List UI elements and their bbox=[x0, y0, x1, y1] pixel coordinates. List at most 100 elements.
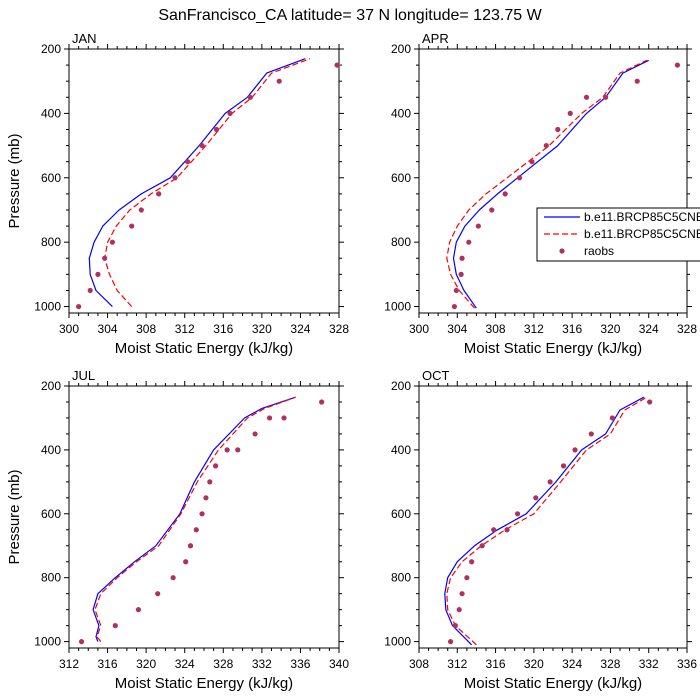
panels: 300 304 308 312 316 320 324 328 200 400 600 800 1000… bbox=[6, 31, 697, 692]
raobs-point bbox=[609, 415, 615, 421]
model-line-solid bbox=[452, 59, 649, 309]
raobs-point bbox=[479, 543, 485, 549]
raobs-point bbox=[458, 271, 464, 277]
raobs-point bbox=[112, 623, 118, 629]
x-tick-label: 316 bbox=[213, 322, 233, 336]
x-tick-label: 304 bbox=[447, 322, 467, 336]
raobs-point bbox=[170, 575, 176, 581]
raobs-point bbox=[129, 223, 135, 229]
raobs-point bbox=[172, 175, 178, 181]
y-tick-label: 400 bbox=[41, 106, 61, 120]
x-axis-label: Moist Static Energy (kJ/kg) bbox=[464, 675, 642, 692]
y-tick-label: 800 bbox=[391, 571, 411, 585]
legend-label: b.e11.BRCP85C5CNBDRD bbox=[584, 227, 700, 241]
x-tick-label: 336 bbox=[677, 657, 697, 671]
y-tick-label: 800 bbox=[391, 235, 411, 249]
raobs-point bbox=[529, 159, 535, 165]
x-tick-label: 300 bbox=[409, 322, 429, 336]
raobs-point bbox=[583, 94, 590, 100]
raobs-point bbox=[547, 479, 553, 485]
x-tick-label: 312 bbox=[59, 657, 79, 671]
raobs-point bbox=[453, 287, 459, 294]
x-tick-label: 332 bbox=[639, 657, 659, 671]
raobs-point bbox=[514, 511, 521, 517]
x-tick-label: 328 bbox=[600, 657, 620, 671]
legend: b.e11.BRCP85C5CNBDRD b.e11.BRCP85C5CNBDRD… bbox=[536, 207, 700, 262]
raobs-point bbox=[109, 239, 115, 245]
raobs-point bbox=[456, 607, 462, 613]
x-tick-label: 324 bbox=[639, 322, 659, 336]
raobs-point bbox=[464, 575, 470, 581]
panel-label: JUL bbox=[72, 368, 95, 383]
y-tick-label: 600 bbox=[391, 171, 411, 185]
raobs-point bbox=[459, 591, 465, 597]
raobs-point bbox=[475, 223, 481, 229]
raobs-point bbox=[276, 78, 282, 84]
x-tick-label: 316 bbox=[562, 322, 582, 336]
raobs-point bbox=[199, 142, 205, 149]
x-tick-label: 336 bbox=[290, 657, 310, 671]
raobs-point bbox=[247, 94, 253, 100]
x-tick-label: 316 bbox=[486, 657, 506, 671]
y-tick-label: 400 bbox=[391, 106, 411, 120]
panel-oct: 308 312 316 320 324 328 332 336 200 400 600 800 1000… bbox=[384, 368, 697, 692]
raobs-point bbox=[183, 559, 189, 565]
x-tick-label: 320 bbox=[524, 657, 544, 671]
raobs-point bbox=[138, 207, 144, 213]
model-line-dashed bbox=[104, 58, 311, 308]
model-line-dashed bbox=[446, 59, 648, 309]
x-tick-label: 308 bbox=[486, 322, 506, 336]
raobs-point bbox=[102, 255, 108, 261]
y-axis-label: Pressure (mb) bbox=[6, 133, 23, 228]
y-tick-label: 1000 bbox=[34, 635, 61, 649]
raobs-point bbox=[203, 495, 209, 501]
raobs-point bbox=[452, 623, 458, 629]
raobs-point bbox=[156, 191, 162, 197]
raobs-point bbox=[588, 431, 594, 437]
panel-apr: 300 304 308 312 316 320 324 328 200 400 600 800 1000… bbox=[384, 31, 697, 357]
raobs-point bbox=[469, 559, 475, 565]
x-tick-label: 332 bbox=[252, 657, 272, 671]
raobs-point bbox=[459, 255, 465, 261]
raobs-point bbox=[155, 591, 161, 597]
raobs-point bbox=[466, 239, 472, 245]
raobs-point bbox=[491, 527, 497, 533]
x-tick-label: 340 bbox=[329, 657, 349, 671]
model-line-solid bbox=[88, 58, 306, 308]
raobs-point bbox=[634, 78, 640, 84]
raobs-point bbox=[555, 126, 561, 133]
raobs-point bbox=[193, 527, 199, 533]
y-tick-label: 800 bbox=[41, 571, 61, 585]
raobs-point bbox=[533, 495, 539, 501]
raobs-point bbox=[207, 479, 213, 485]
raobs-point bbox=[674, 62, 681, 68]
x-tick-label: 328 bbox=[213, 657, 233, 671]
x-tick-label: 312 bbox=[447, 657, 467, 671]
raobs-point bbox=[489, 207, 495, 213]
model-line-solid bbox=[444, 396, 645, 646]
raobs-point bbox=[504, 527, 510, 533]
x-tick-label: 316 bbox=[98, 657, 118, 671]
raobs-point bbox=[647, 399, 653, 405]
x-tick-label: 320 bbox=[136, 657, 156, 671]
y-tick-label: 200 bbox=[41, 42, 61, 56]
raobs-point bbox=[199, 511, 205, 517]
panel-label: OCT bbox=[422, 368, 450, 383]
x-tick-label: 320 bbox=[252, 322, 272, 336]
panel-jul: 312 316 320 324 328 332 336 340 200 400 600 800 1000… bbox=[6, 368, 349, 692]
model-line-dashed bbox=[446, 396, 648, 646]
raobs-point bbox=[451, 303, 458, 310]
raobs-point bbox=[95, 271, 101, 277]
y-tick-label: 400 bbox=[391, 443, 411, 457]
x-tick-label: 312 bbox=[175, 322, 195, 336]
raobs-point bbox=[235, 447, 241, 453]
raobs-point bbox=[135, 607, 142, 613]
raobs-point bbox=[447, 639, 454, 645]
x-tick-label: 304 bbox=[98, 322, 118, 336]
x-tick-label: 324 bbox=[562, 657, 582, 671]
x-axis-label: Moist Static Energy (kJ/kg) bbox=[115, 675, 293, 692]
raobs-point bbox=[87, 287, 93, 294]
x-tick-label: 324 bbox=[290, 322, 310, 336]
figure-title: SanFrancisco_CA latitude= 37 N longitude… bbox=[158, 7, 542, 24]
